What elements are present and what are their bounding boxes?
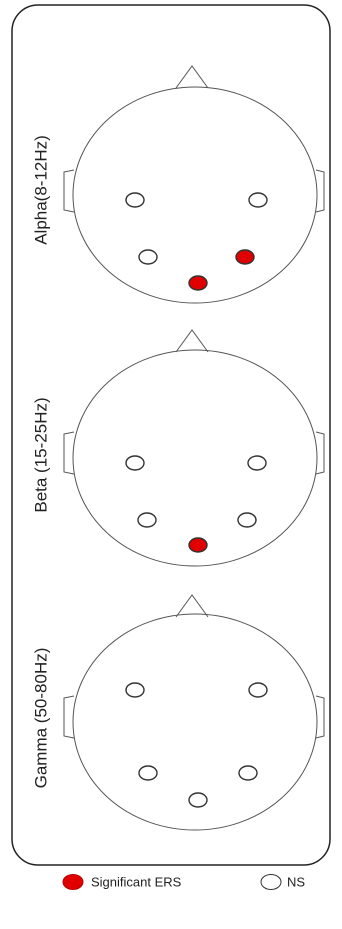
- ears: [63, 695, 325, 739]
- electrode: [248, 682, 268, 698]
- electrode: [248, 192, 268, 208]
- legend-label: NS: [287, 874, 305, 889]
- electrode: [137, 512, 157, 528]
- electrode: [138, 765, 158, 781]
- electrode: [125, 192, 145, 208]
- electrode: [125, 682, 145, 698]
- electrode: [237, 512, 257, 528]
- electrode: [235, 249, 255, 265]
- ears: [63, 431, 325, 475]
- nose: [175, 329, 209, 353]
- nose: [175, 594, 209, 618]
- head: [72, 613, 318, 831]
- panel-gamma: Gamma (50-80Hz): [31, 594, 325, 831]
- legend-swatch: [62, 874, 84, 890]
- head: [72, 349, 318, 567]
- panel-beta: Beta (15-25Hz): [31, 329, 325, 567]
- panel-label: Gamma (50-80Hz): [31, 648, 50, 789]
- legend-swatch: [260, 874, 282, 890]
- electrode: [188, 275, 208, 291]
- panel-alpha: Alpha(8-12Hz): [31, 65, 325, 304]
- panel-label: Alpha(8-12Hz): [31, 135, 50, 245]
- panel-label: Beta (15-25Hz): [31, 397, 50, 512]
- electrode: [188, 792, 208, 808]
- electrode: [238, 765, 258, 781]
- legend: Significant ERS NS: [62, 874, 305, 890]
- electrode: [138, 249, 158, 265]
- head: [72, 86, 318, 304]
- frame: [11, 4, 331, 866]
- ears: [63, 169, 325, 213]
- electrode: [188, 537, 208, 553]
- electrode: [247, 455, 267, 471]
- nose: [175, 65, 209, 89]
- electrode: [125, 455, 145, 471]
- legend-label: Significant ERS: [91, 874, 182, 889]
